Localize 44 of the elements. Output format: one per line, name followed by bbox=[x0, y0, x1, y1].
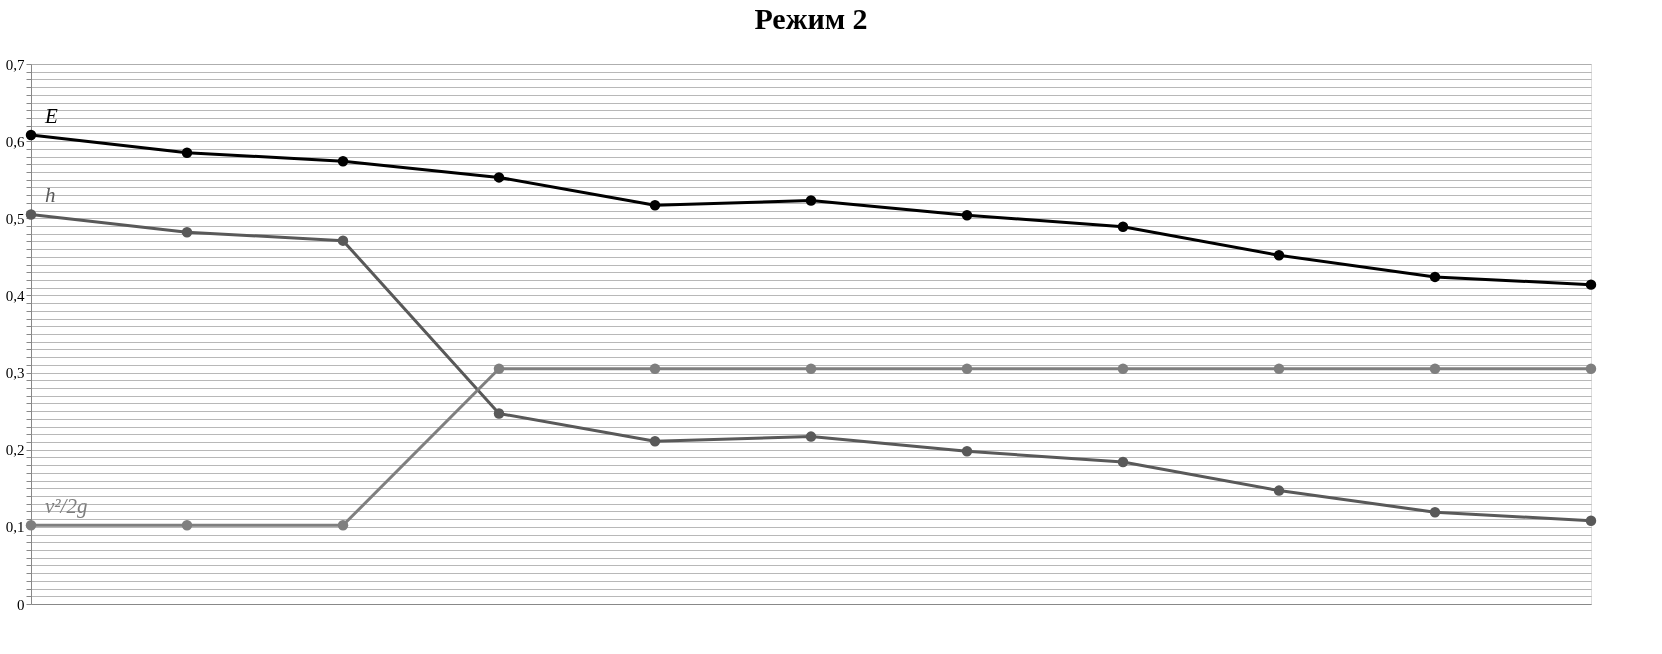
point bbox=[1117, 456, 1129, 468]
series-label: E bbox=[44, 103, 58, 128]
y-tick-label: 0,2 bbox=[5, 442, 25, 459]
y-tick-label: 0,7 bbox=[5, 56, 25, 73]
point bbox=[181, 147, 193, 158]
point bbox=[25, 209, 37, 220]
point bbox=[1117, 221, 1129, 233]
point bbox=[25, 129, 37, 141]
chart-title: Режим 2 bbox=[754, 2, 868, 35]
y-tick-label: 0 bbox=[17, 596, 25, 613]
point bbox=[1429, 271, 1441, 283]
y-tick-label: 0,5 bbox=[5, 210, 25, 227]
y-tick-label: 0,6 bbox=[5, 133, 25, 150]
point bbox=[181, 226, 193, 238]
point bbox=[493, 408, 505, 419]
point bbox=[493, 363, 505, 374]
point bbox=[1585, 279, 1597, 290]
point bbox=[961, 209, 973, 221]
point bbox=[1585, 363, 1597, 374]
point bbox=[805, 195, 817, 206]
point bbox=[1273, 363, 1285, 374]
point bbox=[25, 520, 37, 531]
point bbox=[649, 199, 661, 211]
point bbox=[337, 520, 349, 531]
point bbox=[1273, 485, 1285, 496]
point bbox=[649, 435, 661, 447]
point bbox=[337, 235, 349, 246]
y-tick-label: 0,1 bbox=[5, 519, 25, 536]
point bbox=[1273, 250, 1285, 261]
point bbox=[181, 520, 193, 531]
point bbox=[1585, 515, 1597, 526]
y-tick-label: 0,3 bbox=[5, 365, 25, 382]
point bbox=[1429, 506, 1441, 518]
series-label: h bbox=[45, 183, 56, 208]
point bbox=[493, 172, 505, 183]
y-tick-label: 0,4 bbox=[5, 287, 25, 304]
point bbox=[961, 446, 973, 457]
point bbox=[649, 363, 661, 374]
point bbox=[1117, 363, 1129, 374]
point bbox=[1429, 363, 1441, 374]
point bbox=[805, 363, 817, 374]
point bbox=[337, 155, 349, 167]
point bbox=[961, 363, 973, 374]
point bbox=[805, 431, 817, 442]
